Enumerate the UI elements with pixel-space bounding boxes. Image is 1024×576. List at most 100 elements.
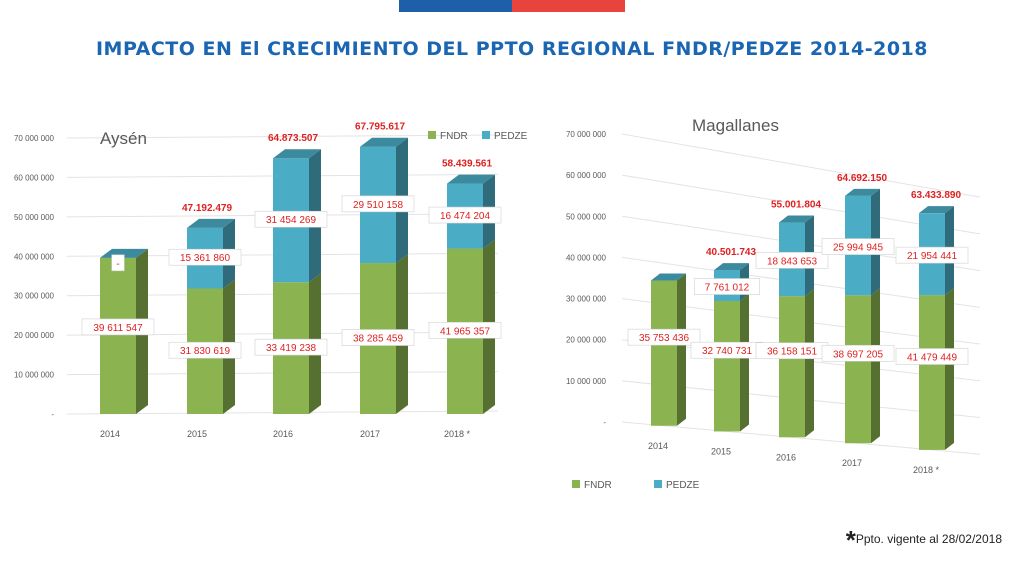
x-tick-label: 2015	[187, 429, 207, 439]
label-pedze-4-box	[895, 246, 969, 264]
flag-red-segment	[512, 0, 625, 12]
label-fndr-0: 35 753 436	[639, 333, 689, 344]
y-tick-label: -	[603, 418, 606, 427]
bar-pedze-3-top	[360, 137, 408, 147]
bar-fndr-3	[845, 295, 871, 444]
bar-pedze-4-top	[447, 174, 495, 184]
legend-swatch-pedze	[482, 131, 490, 139]
footnote-star: *	[845, 525, 856, 555]
legend-label-pedze: PEDZE	[666, 480, 700, 491]
y-tick-label: -	[51, 410, 54, 419]
page-title: IMPACTO EN El CRECIMIENTO DEL PPTO REGIO…	[95, 38, 928, 60]
label-pedze-2: 31 454 269	[266, 215, 316, 226]
y-tick-label: 40 000 000	[14, 252, 55, 261]
bar-fndr-side-2	[805, 289, 814, 438]
label-fndr-3-box	[341, 329, 415, 346]
total-label-4: 63.433.890	[911, 190, 961, 201]
label-pedze-4-box	[428, 206, 502, 224]
label-pedze-2: 18 843 653	[767, 256, 817, 267]
label-fndr-1: 31 830 619	[180, 346, 230, 357]
y-tick-label: 30 000 000	[14, 292, 55, 301]
bar-pedze-2-top	[273, 149, 321, 159]
bar-top-3	[845, 188, 880, 196]
gridline	[66, 134, 499, 139]
bar-top-1	[714, 263, 749, 271]
y-tick-label: 60 000 000	[566, 171, 607, 180]
label-pedze-4: 21 954 441	[907, 251, 957, 262]
y-tick-label: 60 000 000	[14, 173, 55, 182]
chart-title: Magallanes	[692, 116, 779, 135]
x-tick-label: 2014	[648, 441, 668, 451]
label-fndr-0-box	[627, 328, 701, 346]
x-tick-label: 2018 *	[913, 465, 940, 475]
x-tick-label: 2016	[776, 452, 796, 462]
y-tick-label: 10 000 000	[566, 377, 607, 386]
total-label-4: 58.439.561	[442, 159, 492, 170]
label-pedze-3: 25 994 945	[833, 243, 883, 254]
legend-label-fndr: FNDR	[584, 480, 612, 491]
label-fndr-4: 41 965 357	[440, 326, 490, 337]
label-fndr-2: 36 158 151	[767, 347, 817, 358]
bar-fndr-4	[919, 295, 945, 450]
total-label-2: 55.001.804	[771, 200, 821, 211]
label-fndr-2: 33 419 238	[266, 343, 316, 354]
label-pedze-4: 16 474 204	[440, 211, 490, 222]
bar-fndr-1	[714, 300, 740, 432]
label-pedze-3-box	[821, 238, 895, 255]
bar-fndr-side-1	[740, 293, 749, 432]
y-tick-label: 70 000 000	[14, 134, 55, 143]
label-pedze-3: 29 510 158	[353, 200, 403, 211]
label-pedze-2-box	[755, 252, 829, 269]
label-pedze-0-box	[111, 254, 125, 272]
total-label-2: 64.873.507	[268, 133, 318, 144]
y-tick-label: 20 000 000	[14, 331, 55, 340]
y-tick-label: 50 000 000	[566, 212, 607, 221]
y-tick-label: 40 000 000	[566, 253, 607, 262]
label-pedze-0: -	[116, 259, 119, 270]
y-tick-label: 10 000 000	[14, 371, 55, 380]
label-fndr-0: 39 611 547	[93, 323, 143, 334]
y-tick-label: 20 000 000	[566, 336, 607, 345]
legend-swatch-fndr	[428, 131, 436, 139]
label-pedze-2-box	[254, 210, 328, 228]
bar-fndr-2	[779, 296, 805, 438]
total-label-3: 67.795.617	[355, 122, 405, 133]
x-tick-label: 2017	[842, 458, 862, 468]
total-label-1: 40.501.743	[706, 247, 756, 258]
total-label-3: 64.692.150	[837, 173, 887, 184]
bar-fndr-0	[100, 257, 136, 414]
label-fndr-1-box	[168, 341, 242, 359]
x-tick-label: 2015	[711, 446, 731, 456]
flag-bar	[399, 0, 625, 12]
bar-fndr-side-3	[871, 288, 880, 444]
legend-swatch-fndr	[572, 480, 580, 488]
chart-title: Aysén	[100, 129, 147, 148]
x-tick-label: 2017	[360, 429, 380, 439]
legend-label-pedze: PEDZE	[494, 131, 528, 142]
label-fndr-4: 41 479 449	[907, 353, 957, 364]
label-fndr-3: 38 285 459	[353, 334, 403, 345]
x-tick-label: 2018 *	[444, 429, 471, 439]
x-tick-label: 2016	[273, 429, 293, 439]
legend-label-fndr: FNDR	[440, 131, 468, 142]
label-pedze-3-box	[341, 195, 415, 213]
flag-blue-segment	[399, 0, 512, 12]
footnote-text: Ppto. vigente al 28/02/2018	[855, 532, 1002, 546]
label-fndr-4-box	[895, 348, 969, 365]
label-fndr-4-box	[428, 321, 502, 339]
footnote: *Ppto. vigente al 28/02/2018	[846, 525, 1002, 556]
label-fndr-2-box	[254, 338, 328, 356]
bar-top-4	[919, 206, 954, 214]
label-pedze-1-box	[168, 248, 242, 266]
label-fndr-0-box	[81, 318, 155, 336]
label-fndr-1: 32 740 731	[702, 346, 752, 357]
label-pedze-1: 7 761 012	[705, 283, 750, 294]
y-tick-label: 50 000 000	[14, 213, 55, 222]
y-tick-label: 30 000 000	[566, 295, 607, 304]
legend-swatch-pedze	[654, 480, 662, 488]
label-fndr-3: 38 697 205	[833, 349, 883, 360]
bar-fndr-side-0	[677, 273, 686, 426]
gridline	[621, 133, 981, 198]
label-fndr-3-box	[821, 344, 895, 362]
